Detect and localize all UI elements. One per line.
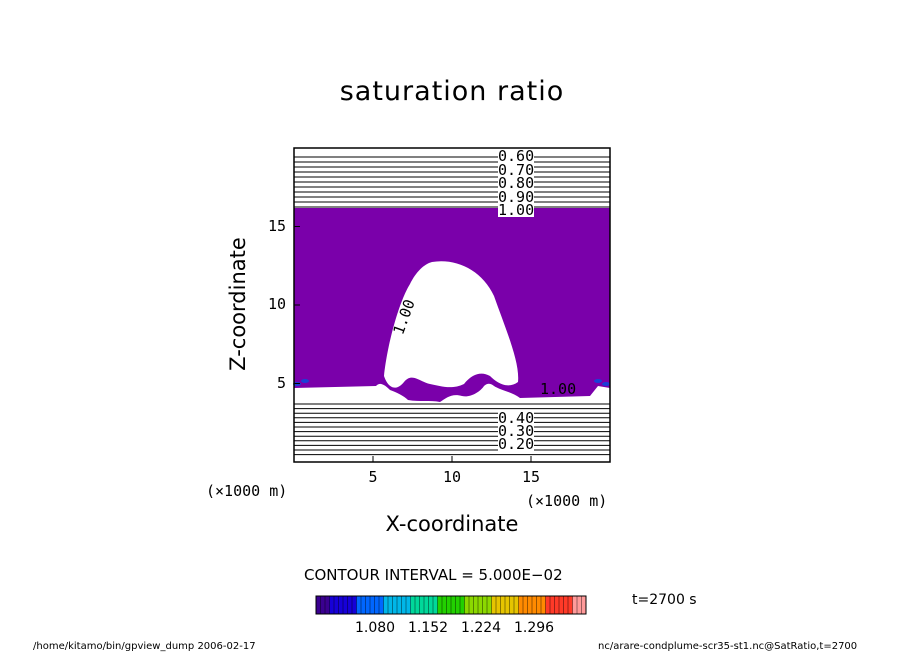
colorbar-segment <box>536 596 542 614</box>
colorbar-segment <box>361 596 366 614</box>
colorbar-segment <box>352 596 357 614</box>
colorbar-tick-label: 1.080 <box>355 620 396 636</box>
x-tick-label: 10 <box>443 468 462 486</box>
colorbar-segment <box>356 596 362 614</box>
contour-label: 0.90 <box>498 187 535 206</box>
colorbar-segment <box>388 596 393 614</box>
colorbar-segment <box>334 596 339 614</box>
time-text: t=2700 s <box>632 592 697 608</box>
contour-label: 0.60 <box>498 147 535 165</box>
y-tick-label: 5 <box>277 373 287 392</box>
y-tick-label: 15 <box>268 216 287 235</box>
axis-ticks <box>294 226 532 462</box>
footer-right: nc/arare-condplume-scr35-st1.nc@SatRatio… <box>598 641 858 652</box>
colorbar-segment <box>487 596 492 614</box>
colorbar-segment <box>316 596 321 614</box>
colorbar-segment <box>491 596 497 614</box>
colorbar-segment <box>482 596 488 614</box>
x-unit-left: (×1000 m) <box>206 482 288 500</box>
colorbar-tick-label: 1.224 <box>461 620 502 636</box>
colorbar-segment <box>518 596 524 614</box>
colorbar-segment <box>329 596 335 614</box>
colorbar-segment <box>397 596 402 614</box>
colorbar-segment <box>433 596 438 614</box>
footer-left: /home/kitamo/bin/gpview_dump 2006-02-17 <box>33 641 256 652</box>
colorbar-segment <box>473 596 479 614</box>
colorbar-segment <box>464 596 470 614</box>
colorbar-segment <box>338 596 344 614</box>
colorbar-segment <box>347 596 353 614</box>
colorbar-segment <box>410 596 416 614</box>
colorbar-segment <box>523 596 528 614</box>
colorbar-segment <box>496 596 501 614</box>
colorbar-segment <box>509 596 515 614</box>
x-tick-label: 15 <box>522 468 541 486</box>
colorbar-segment <box>451 596 456 614</box>
colorbar-segment <box>424 596 429 614</box>
colorbar-segment <box>383 596 389 614</box>
colorbar-segment <box>478 596 483 614</box>
colorbar-segment <box>527 596 533 614</box>
colorbar-segment <box>500 596 506 614</box>
colorbar-segment <box>545 596 551 614</box>
colorbar-segment <box>469 596 474 614</box>
colorbar-segment <box>554 596 560 614</box>
colorbar <box>315 595 587 615</box>
contour-label: 0.40 <box>498 409 535 427</box>
contour-label: 0.30 <box>498 422 535 440</box>
colorbar-segment <box>460 596 465 614</box>
colorbar-segment <box>320 596 326 614</box>
colorbar-segment <box>401 596 407 614</box>
colorbar-segment <box>415 596 420 614</box>
colorbar-segment <box>428 596 434 614</box>
blue-patch <box>594 379 602 383</box>
colorbar-segment <box>379 596 384 614</box>
contour-lines <box>294 156 610 456</box>
colorbar-segment <box>370 596 375 614</box>
colorbar-segment <box>581 596 587 614</box>
colorbar-tick-label: 1.152 <box>408 620 449 636</box>
colorbar-segment <box>437 596 443 614</box>
y-axis-label: Z-coordinate <box>226 237 250 371</box>
colorbar-segment <box>563 596 569 614</box>
x-tick-label: 5 <box>368 468 378 486</box>
colorbar-segment <box>541 596 546 614</box>
colorbar-segment <box>446 596 452 614</box>
colorbar-segment <box>406 596 411 614</box>
colorbar-segment <box>572 596 578 614</box>
contour-label: 0.70 <box>498 160 535 179</box>
colorbar-segment <box>374 596 380 614</box>
blue-patch <box>602 382 610 386</box>
colorbar-segment <box>419 596 425 614</box>
contour-label: 1.00 <box>498 201 535 219</box>
inner-label-right: 1.00 <box>540 380 577 398</box>
colorbar-frame <box>315 595 587 615</box>
colorbar-segment <box>325 596 330 614</box>
colorbar-segment <box>442 596 447 614</box>
colorbar-segment <box>577 596 582 614</box>
colorbar-segment <box>392 596 398 614</box>
colorbar-tick-label: 1.296 <box>514 620 555 636</box>
colorbar-segment <box>514 596 519 614</box>
colorbar-segment <box>532 596 537 614</box>
contour-label: 0.20 <box>498 435 535 453</box>
saturation-fill-region <box>294 208 610 402</box>
blue-patch <box>301 379 309 383</box>
colorbar-segment <box>343 596 348 614</box>
colorbar-segment <box>568 596 573 614</box>
x-axis-label: X-coordinate <box>385 512 519 536</box>
contour-label: 0.80 <box>498 174 535 192</box>
colorbar-segment <box>455 596 461 614</box>
contour-interval-text: CONTOUR INTERVAL = 5.000E−02 <box>304 566 563 584</box>
colorbar-segment <box>559 596 564 614</box>
x-unit-right: (×1000 m) <box>526 492 608 510</box>
chart-title: saturation ratio <box>339 76 565 107</box>
y-tick-label: 10 <box>268 295 287 313</box>
colorbar-segment <box>365 596 371 614</box>
colorbar-segment <box>550 596 555 614</box>
colorbar-segment <box>505 596 510 614</box>
